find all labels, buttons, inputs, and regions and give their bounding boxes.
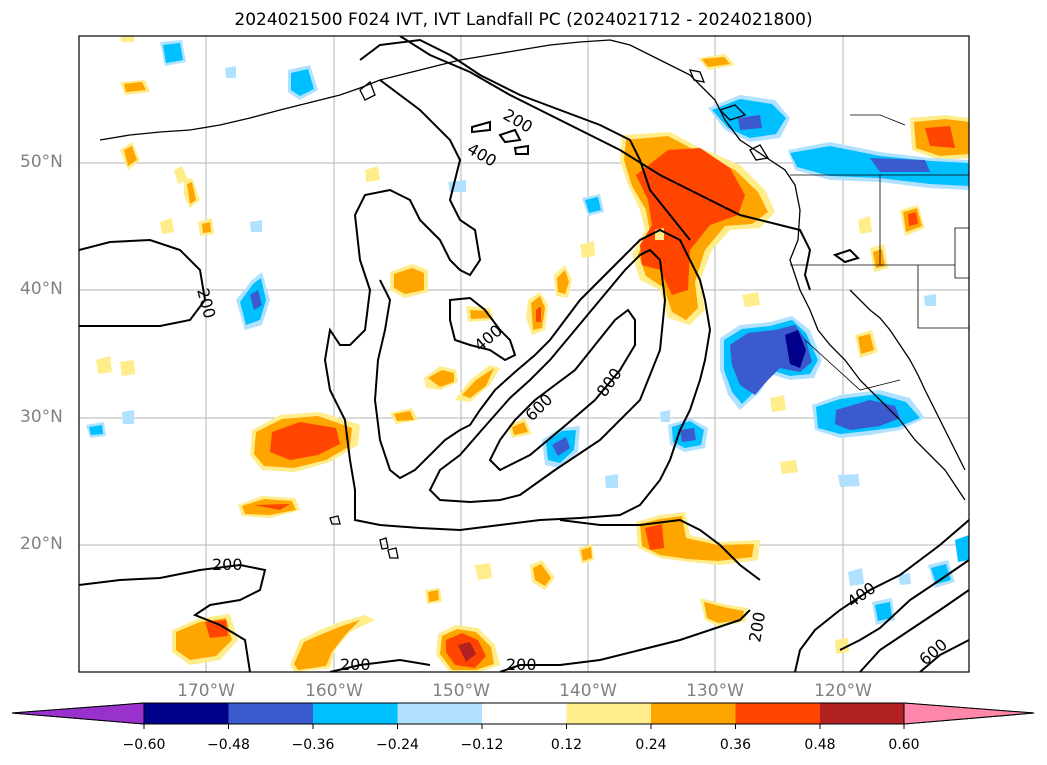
ivt-contours: [79, 36, 969, 672]
lat-label-40n: 40°N: [20, 279, 63, 299]
political-borders: [790, 114, 969, 391]
lon-label-160w: 160°W: [305, 681, 363, 701]
contour-label: 200: [340, 655, 371, 674]
lon-label-150w: 150°W: [432, 681, 490, 701]
colorbar-tick: 0.48: [804, 737, 836, 753]
map-plot-area: 200 400 200 400 600 800 200 200 200 200 …: [79, 36, 969, 674]
lat-label-30n: 30°N: [20, 407, 63, 427]
colorbar-tick: −0.36: [291, 737, 335, 753]
lat-label-50n: 50°N: [20, 152, 63, 172]
colorbar-tick: 0.60: [888, 737, 920, 753]
contour-label: 200: [212, 555, 243, 574]
colorbar-tick: −0.60: [122, 737, 166, 753]
lon-label-170w: 170°W: [177, 681, 235, 701]
lon-label-140w: 140°W: [559, 681, 617, 701]
colorbar-tick: −0.48: [207, 737, 250, 753]
colorbar-tick: 0.36: [719, 737, 752, 753]
positive-pc-shading: [96, 36, 969, 672]
lat-label-20n: 20°N: [20, 534, 63, 554]
map-border: [78, 35, 970, 673]
map-title: 2024021500 F024 IVT, IVT Landfall PC (20…: [234, 10, 813, 30]
colorbar-tick: −0.12: [460, 737, 504, 753]
negative-pc-shading: [86, 40, 969, 625]
colorbar-tick: −0.24: [376, 737, 419, 753]
lon-label-120w: 120°W: [814, 681, 872, 701]
colorbar-tick: 0.12: [550, 737, 583, 753]
coastlines: [99, 39, 966, 559]
colorbar-tick: 0.24: [635, 737, 667, 753]
contour-label: 200: [506, 655, 537, 674]
lon-label-130w: 130°W: [686, 681, 744, 701]
colorbar: [11, 702, 1035, 729]
